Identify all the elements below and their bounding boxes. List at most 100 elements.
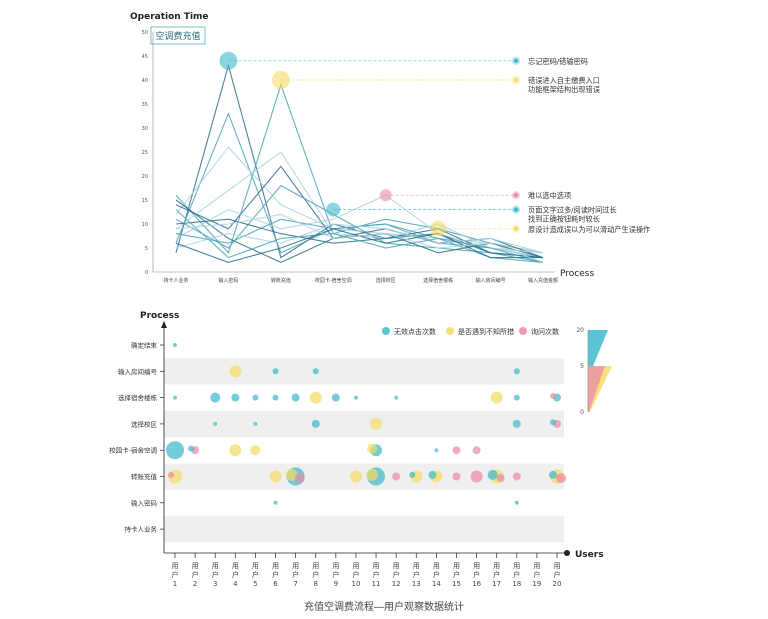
series-line <box>175 184 544 263</box>
process-step-label: 持卡人业务 <box>125 525 158 534</box>
observation-bubble <box>549 470 557 479</box>
observation-bubble <box>409 471 416 478</box>
y-tick-label: 25 <box>142 150 148 156</box>
user-label: 用户 13 <box>412 562 421 588</box>
process-step-label: 转账充值 <box>131 472 158 481</box>
observation-bubble <box>452 446 461 455</box>
observation-bubble <box>434 448 439 453</box>
observation-bubble <box>487 469 498 480</box>
observation-bubble <box>349 470 362 483</box>
annotation-text: 功能框架结构出现错误 <box>528 85 600 94</box>
observation-bubble <box>272 368 279 375</box>
user-observation-scatter: Process Users 确定结束输入房间编号选择宿舍楼栋选择校区校园卡-宿舍… <box>109 311 612 588</box>
user-label: 用户 6 <box>272 562 279 588</box>
user-label: 用户 19 <box>532 562 541 588</box>
annotation-text: 找到正确按钮耗时较长 <box>528 215 600 224</box>
observation-bubble <box>291 393 300 402</box>
size-key-pink-wedge <box>588 366 605 412</box>
observation-bubble <box>452 472 461 481</box>
user-label: 用户 7 <box>292 562 299 588</box>
series-line <box>175 83 544 254</box>
observation-bubble <box>253 421 258 426</box>
y-tick-label: 40 <box>142 78 148 84</box>
y-axis-arrow <box>161 321 167 328</box>
x-axis-title: Users <box>575 550 604 560</box>
annotations: 忘记密码/错输密码错误进入自主缴费入口功能框架结构出现错误难以选中选项页面文字过… <box>511 56 650 234</box>
legend-swatch <box>382 327 390 335</box>
observation-bubble <box>331 393 340 402</box>
observation-bubble <box>168 471 174 478</box>
observation-bubble <box>231 393 240 402</box>
annotation-dot <box>513 226 519 231</box>
observation-bubble <box>470 470 483 483</box>
chart-title-box <box>150 26 206 45</box>
observation-bubble <box>513 368 520 375</box>
y-tick-label: 35 <box>142 102 148 108</box>
user-label: 用户 8 <box>312 562 319 588</box>
process-step-label: 选择校区 <box>131 419 158 428</box>
annotation-text: 忘记密码/错输密码 <box>528 57 588 66</box>
series-line <box>175 209 544 263</box>
y-tick-label: 10 <box>142 222 148 228</box>
series-line <box>175 194 544 254</box>
legend-label: 无效点击次数 <box>394 327 436 336</box>
series-line <box>175 223 544 254</box>
user-label: 用户 4 <box>232 562 239 588</box>
y-axis-title: Process <box>140 311 179 321</box>
observation-bubble <box>229 365 242 378</box>
observation-bubble <box>210 392 221 403</box>
observation-bubble <box>512 472 521 481</box>
operation-time-line-chart: Operation Time 空调费充值 Process 0 5 10 15 20 25 3… <box>130 12 650 284</box>
annotation-dot <box>513 207 519 212</box>
process-step-label: 校园卡-宿舍空调 <box>109 446 157 455</box>
observation-bubble <box>173 395 177 400</box>
y-tick-label: 20 <box>142 174 148 180</box>
observation-bubble <box>311 419 320 428</box>
pain-point-marker <box>430 220 447 237</box>
row-band <box>164 358 564 385</box>
annotation-dot <box>513 77 519 83</box>
x-tick-label: 选择校区 <box>376 277 396 284</box>
process-step-label: 输入房间编号 <box>118 367 158 376</box>
process-step-label: 确定结束 <box>131 341 158 350</box>
figure-caption: 充值空调费流程—用户观察数据统计 <box>304 602 464 613</box>
observation-bubble <box>550 393 556 399</box>
annotation-text: 错误进入自主缴费入口 <box>528 76 600 85</box>
user-label: 用户 11 <box>372 562 381 588</box>
observation-bubble <box>294 473 305 484</box>
legend-label: 询问次数 <box>531 327 559 336</box>
observation-bubble <box>394 395 399 400</box>
process-step-labels: 确定结束输入房间编号选择宿舍楼栋选择校区校园卡-宿舍空调转账充值输入密码持卡人业… <box>109 341 164 534</box>
observation-bubble <box>309 391 322 404</box>
pain-point-marker <box>326 202 341 217</box>
x-tick-label: 持卡人业务 <box>163 277 188 284</box>
chart-title: 空调费充值 <box>155 30 200 42</box>
observation-bubble <box>269 470 282 483</box>
y-tick-label: 5 <box>145 246 148 252</box>
observation-bubble <box>367 443 378 454</box>
observation-bubble <box>490 391 503 404</box>
annotation-text: 页面文字过多/阅读时间过长 <box>528 206 617 215</box>
x-tick-label: 输入密码 <box>218 277 238 284</box>
user-label: 用户 1 <box>172 562 179 588</box>
user-label: 用户 2 <box>192 562 199 588</box>
observation-bubble <box>229 444 242 457</box>
user-label: 用户 16 <box>472 562 481 588</box>
series-line <box>175 213 544 263</box>
row-band <box>164 516 564 543</box>
user-label: 用户 5 <box>252 562 259 588</box>
observation-bubble <box>513 394 520 401</box>
legend-swatch <box>446 327 454 335</box>
pain-point-markers <box>219 51 447 237</box>
y-tick-label: 0 <box>145 270 148 276</box>
user-label: 用户 14 <box>432 562 441 588</box>
x-tick-label: 输入充值金额 <box>528 277 558 284</box>
y-tick-label: 30 <box>142 126 148 132</box>
series-lines <box>175 63 544 264</box>
row-band <box>164 410 564 438</box>
observation-bubble <box>273 500 278 505</box>
y-axis-title: Operation Time <box>130 12 209 22</box>
observation-bubble <box>272 394 279 401</box>
x-tick-label: 校园卡-宿舍空调 <box>315 277 352 284</box>
